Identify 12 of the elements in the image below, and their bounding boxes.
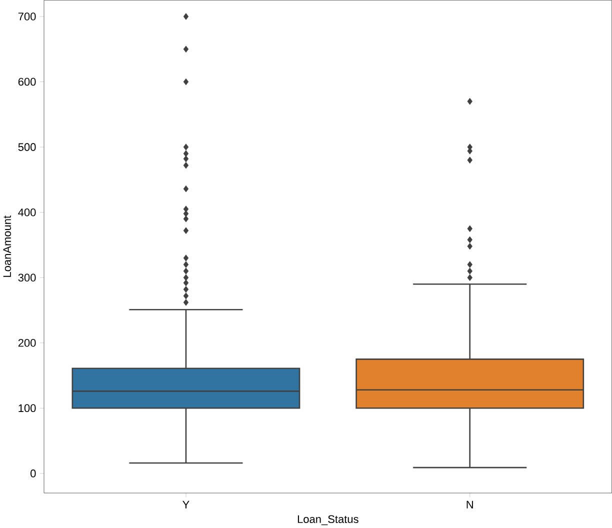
x-tick-label: N <box>466 500 473 508</box>
y-tick-label: 200 <box>18 338 36 347</box>
y-tick-label: 100 <box>18 404 36 412</box>
y-tick-label: 0 <box>30 469 36 478</box>
y-tick-label: 700 <box>18 12 36 20</box>
x-axis-title: Loan_Status <box>298 515 358 525</box>
x-tick-label: Y <box>182 500 190 508</box>
y-tick-label: 300 <box>18 274 36 282</box>
y-axis-title: LoanAmount <box>3 215 12 277</box>
y-tick-label: 600 <box>18 78 36 86</box>
y-tick-label: 500 <box>18 142 36 151</box>
y-tick-label: 400 <box>18 208 36 216</box>
